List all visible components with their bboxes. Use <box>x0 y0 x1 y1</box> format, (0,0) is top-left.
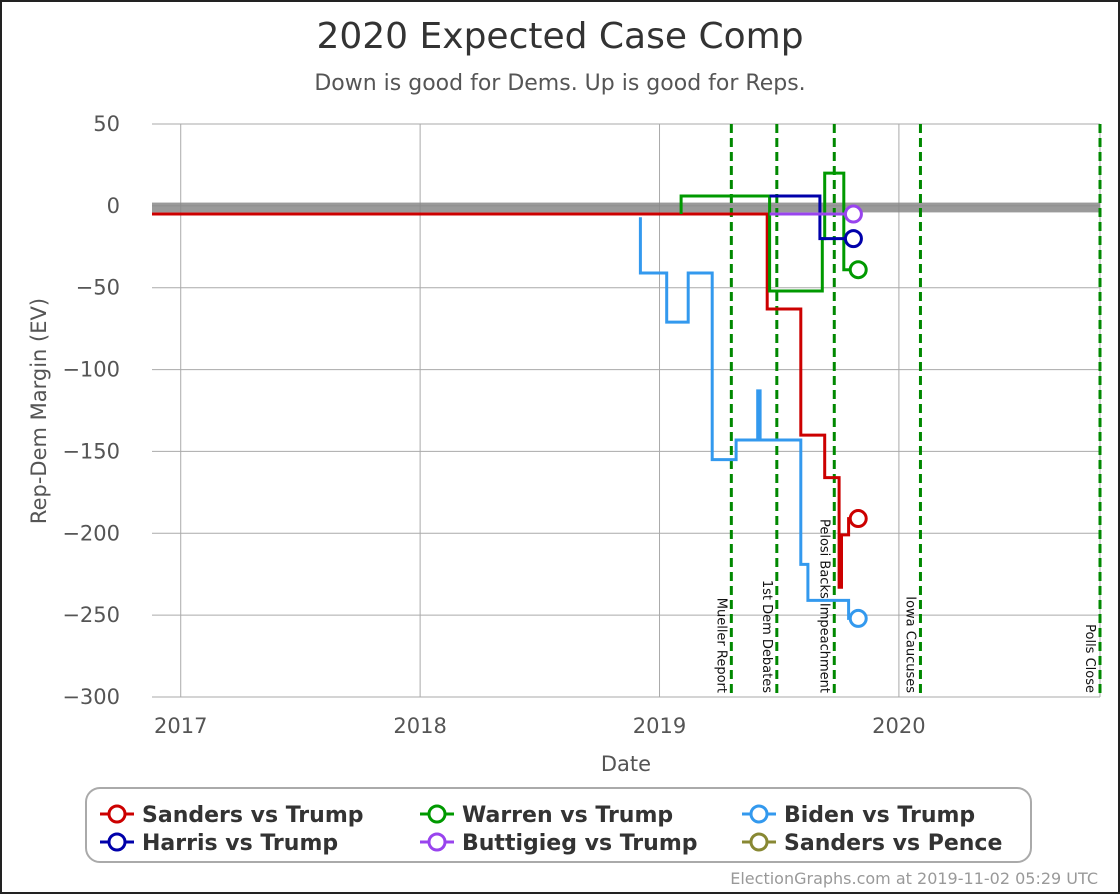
zero-band <box>152 202 1100 213</box>
legend-label: Warren vs Trump <box>462 803 673 828</box>
event-label: Iowa Caucuses <box>902 596 917 693</box>
legend-swatch-marker <box>749 804 769 824</box>
event-label: Pelosi Backs Impeachment <box>816 519 831 693</box>
series-end-marker-1 <box>848 260 868 280</box>
legend-swatch-marker <box>427 832 447 852</box>
legend-label: Sanders vs Pence <box>784 831 1002 856</box>
legend-item: Buttigieg vs Trump <box>420 831 698 856</box>
y-axis: 50 0 −50 −100 −150 −200 −250 −300 <box>62 112 120 709</box>
chart-subtitle: Down is good for Dems. Up is good for Re… <box>314 71 805 96</box>
y-tick-label: −250 <box>62 603 120 627</box>
y-tick-label: −200 <box>62 521 120 545</box>
x-axis-title: Date <box>601 752 651 776</box>
legend: Sanders vs Trump Warren vs Trump Biden vs … <box>85 787 1032 863</box>
y-tick-label: 50 <box>93 112 120 136</box>
legend-label: Biden vs Trump <box>784 803 975 828</box>
x-tick-label: 2019 <box>633 714 686 738</box>
legend-box <box>85 787 1032 863</box>
y-tick-label: 0 <box>107 194 120 218</box>
legend-swatch-marker <box>749 832 769 852</box>
legend-item: Sanders vs Trump <box>100 803 364 828</box>
series-end-marker-0 <box>848 509 868 529</box>
series-end-marker-3 <box>843 229 863 249</box>
legend-swatch-marker <box>107 804 127 824</box>
zero-band-rect <box>152 202 1100 213</box>
series-group <box>152 171 868 628</box>
y-axis-title: Rep-Dem Margin (EV) <box>27 298 51 524</box>
x-tick-label: 2020 <box>872 714 925 738</box>
legend-label: Buttigieg vs Trump <box>462 831 698 856</box>
x-tick-label: 2017 <box>154 714 207 738</box>
legend-item: Warren vs Trump <box>420 803 673 828</box>
series-end-marker-4 <box>843 204 863 224</box>
legend-swatch-marker <box>107 832 127 852</box>
legend-item: Harris vs Trump <box>100 831 338 856</box>
y-tick-label: −100 <box>62 358 120 382</box>
credit-text: ElectionGraphs.com at 2019-11-02 05:29 U… <box>730 869 1098 888</box>
legend-label: Harris vs Trump <box>142 831 338 856</box>
series-line-0 <box>152 212 859 589</box>
legend-item: Biden vs Trump <box>742 803 975 828</box>
y-tick-label: −50 <box>76 276 120 300</box>
event-label: 1st Dem Debates <box>759 580 774 693</box>
event-label: Polls Close <box>1082 624 1097 693</box>
series-line-3 <box>769 194 854 241</box>
series-line-2 <box>638 217 859 620</box>
event-lines: Mueller Report 1st Dem Debates Pelosi Back… <box>713 124 1102 697</box>
x-axis: 2017 2018 2019 2020 <box>154 714 926 738</box>
x-tick-label: 2018 <box>393 714 446 738</box>
legend-item: Sanders vs Pence <box>742 831 1002 856</box>
y-tick-label: −150 <box>62 439 120 463</box>
chart-title: 2020 Expected Case Comp <box>316 16 803 57</box>
event-label: Mueller Report <box>713 598 728 693</box>
legend-swatch-marker <box>427 804 447 824</box>
series-end-marker-2 <box>848 608 868 628</box>
legend-label: Sanders vs Trump <box>142 803 364 828</box>
y-tick-label: −300 <box>62 685 120 709</box>
